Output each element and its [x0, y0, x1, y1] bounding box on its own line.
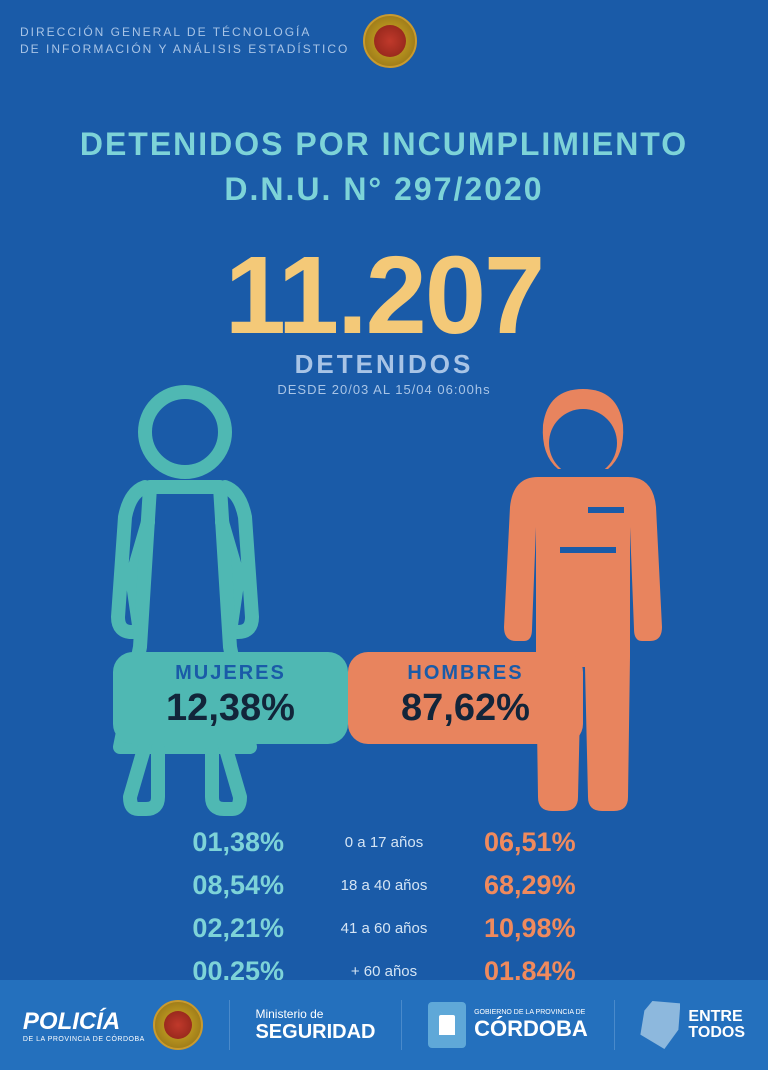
header: DIRECCIÓN GENERAL DE TÉCNOLOGÍA DE INFOR…	[0, 0, 768, 82]
title-section: DETENIDOS POR INCUMPLIMIENTO D.N.U. N° 2…	[0, 122, 768, 212]
header-line2: DE INFORMACIÓN Y ANÁLISIS ESTADÍSTICO	[20, 41, 349, 58]
cordoba-text: GOBIERNO DE LA PROVINCIA DE CÓRDOBA	[474, 1009, 588, 1042]
breakdown-women: 08,54%	[114, 870, 284, 901]
cordoba-shield-icon	[428, 1002, 466, 1048]
figures-section: MUJERES 12,38% HOMBRES 87,62%	[0, 367, 768, 827]
policia-sub: DE LA PROVINCIA DE CÓRDOBA	[23, 1036, 145, 1043]
table-row: 02,21% 41 a 60 años 10,98%	[114, 913, 654, 944]
footer-policia: POLICÍA DE LA PROVINCIA DE CÓRDOBA	[23, 1000, 203, 1050]
footer: POLICÍA DE LA PROVINCIA DE CÓRDOBA Minis…	[0, 980, 768, 1070]
entre-label: ENTRE	[688, 1009, 745, 1025]
breakdown-women: 01,38%	[114, 827, 284, 858]
divider	[614, 1000, 615, 1050]
women-pct: 12,38%	[133, 687, 328, 730]
header-text-block: DIRECCIÓN GENERAL DE TÉCNOLOGÍA DE INFOR…	[20, 24, 349, 58]
men-label: HOMBRES	[368, 662, 563, 685]
breakdown-men: 10,98%	[484, 913, 654, 944]
women-label: MUJERES	[133, 662, 328, 685]
breakdown-men: 68,29%	[484, 870, 654, 901]
police-badge-icon	[363, 14, 417, 68]
man-icon	[468, 377, 698, 817]
breakdown-age: 41 a 60 años	[284, 920, 484, 937]
province-shape-icon	[640, 1001, 680, 1049]
ministerio-label: Ministerio de	[255, 1007, 375, 1021]
footer-entretodos: ENTRE TODOS	[640, 1001, 745, 1049]
entretodos-text: ENTRE TODOS	[688, 1009, 745, 1041]
divider	[401, 1000, 402, 1050]
woman-icon	[70, 377, 300, 817]
policia-text: POLICÍA DE LA PROVINCIA DE CÓRDOBA	[23, 1008, 145, 1043]
breakdown-age: 0 a 17 años	[284, 834, 484, 851]
seguridad-label: SEGURIDAD	[255, 1021, 375, 1044]
breakdown-women: 02,21%	[114, 913, 284, 944]
ministerio-text: Ministerio de SEGURIDAD	[255, 1007, 375, 1044]
police-badge-icon	[153, 1000, 203, 1050]
footer-cordoba: GOBIERNO DE LA PROVINCIA DE CÓRDOBA	[428, 1002, 588, 1048]
footer-ministerio: Ministerio de SEGURIDAD	[255, 1007, 375, 1044]
men-pct: 87,62%	[368, 687, 563, 730]
cordoba-label: CÓRDOBA	[474, 1016, 588, 1042]
divider	[229, 1000, 230, 1050]
breakdown-age: 18 a 40 años	[284, 877, 484, 894]
policia-label: POLICÍA	[23, 1008, 145, 1036]
total-count: 11.207	[0, 232, 768, 359]
table-row: 01,38% 0 a 17 años 06,51%	[114, 827, 654, 858]
title-line2: D.N.U. N° 297/2020	[0, 167, 768, 212]
men-label-box: HOMBRES 87,62%	[348, 652, 583, 744]
breakdown-men: 06,51%	[484, 827, 654, 858]
women-label-box: MUJERES 12,38%	[113, 652, 348, 744]
header-line1: DIRECCIÓN GENERAL DE TÉCNOLOGÍA	[20, 24, 349, 41]
cordoba-sub: GOBIERNO DE LA PROVINCIA DE	[474, 1009, 588, 1016]
todos-label: TODOS	[688, 1025, 745, 1041]
breakdown-table: 01,38% 0 a 17 años 06,51% 08,54% 18 a 40…	[114, 827, 654, 987]
table-row: 08,54% 18 a 40 años 68,29%	[114, 870, 654, 901]
title-line1: DETENIDOS POR INCUMPLIMIENTO	[0, 122, 768, 167]
breakdown-age: + 60 años	[284, 963, 484, 980]
